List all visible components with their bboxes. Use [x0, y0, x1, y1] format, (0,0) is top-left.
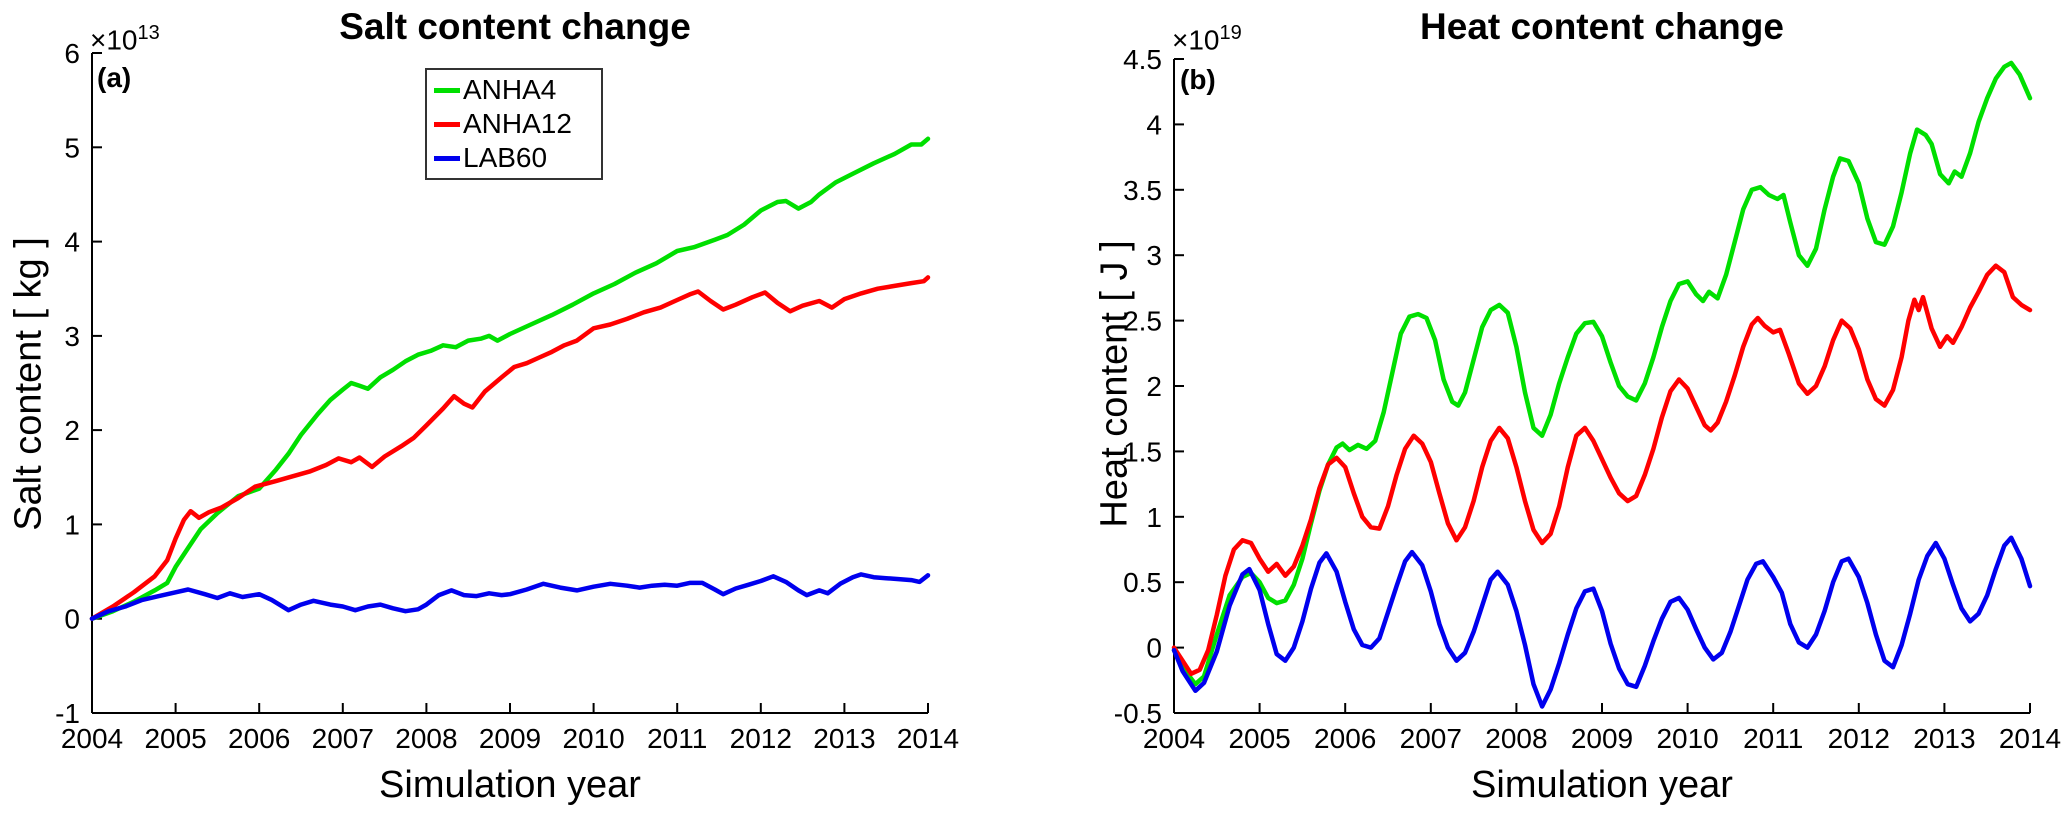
- salt-y-axis-exponent: ×1013: [90, 22, 160, 56]
- x-tick-label: 2007: [1400, 723, 1462, 754]
- y-tick-label: 3: [64, 321, 80, 352]
- y-tick-label: 2: [1146, 371, 1162, 402]
- x-tick-label: 2014: [897, 723, 959, 754]
- panel-label-b: (b): [1180, 64, 1216, 95]
- legend-line-sample: [434, 121, 460, 127]
- y-tick-label: 4.5: [1123, 44, 1162, 75]
- y-tick-label: 0: [1146, 633, 1162, 664]
- legend-item-anha12: ANHA12: [434, 107, 601, 141]
- x-tick-label: 2006: [228, 723, 290, 754]
- series-line-anha4: [89, 136, 931, 621]
- legend-label: LAB60: [463, 142, 548, 173]
- x-tick-label: 2008: [1485, 723, 1547, 754]
- series-line-anha4: [1171, 60, 2033, 687]
- y-tick-label: 1: [64, 509, 80, 540]
- heat-exponent-power: 19: [1219, 22, 1242, 44]
- y-tick-label: 2.5: [1123, 306, 1162, 337]
- heat-y-axis-label: Heat content [ J ]: [1093, 240, 1136, 528]
- y-tick-label: 0.5: [1123, 567, 1162, 598]
- heat-x-axis-label: Simulation year: [1471, 764, 1733, 806]
- legend-line-sample: [434, 155, 460, 161]
- x-tick-label: 2005: [144, 723, 206, 754]
- y-tick-label: 1: [1146, 502, 1162, 533]
- y-tick-label: -1: [55, 698, 80, 729]
- y-tick-label: 5: [64, 132, 80, 163]
- x-tick-label: 2006: [1314, 723, 1376, 754]
- x-tick-label: 2013: [1913, 723, 1975, 754]
- y-tick-label: 4: [64, 227, 80, 258]
- x-tick-label: 2004: [1143, 723, 1205, 754]
- y-tick-label: 0: [64, 604, 80, 635]
- legend-line-sample: [434, 87, 460, 93]
- legend: ANHA4 ANHA12 LAB60: [425, 68, 603, 180]
- heat-chart-title: Heat content change: [1420, 6, 1784, 47]
- series-line-anha12: [89, 275, 931, 621]
- x-tick-label: 2005: [1228, 723, 1290, 754]
- x-tick-label: 2013: [813, 723, 875, 754]
- x-tick-label: 2010: [1656, 723, 1718, 754]
- y-tick-label: 6: [64, 38, 80, 69]
- x-tick-label: 2012: [730, 723, 792, 754]
- heat-exponent-base: ×10: [1172, 24, 1220, 56]
- series-line-anha12: [1171, 263, 2033, 677]
- salt-exponent-base: ×10: [90, 24, 138, 56]
- x-tick-label: 2009: [479, 723, 541, 754]
- x-tick-label: 2004: [61, 723, 123, 754]
- salt-x-axis-label: Simulation year: [379, 764, 641, 806]
- y-tick-label: 1.5: [1123, 436, 1162, 467]
- x-tick-label: 2011: [1743, 723, 1803, 754]
- y-tick-label: 2: [64, 415, 80, 446]
- series-line-lab60: [1171, 535, 2033, 709]
- x-tick-label: 2011: [647, 723, 707, 754]
- x-tick-label: 2007: [312, 723, 374, 754]
- y-tick-label: 3.5: [1123, 175, 1162, 206]
- heat-y-axis-exponent: ×1019: [1172, 22, 1242, 56]
- x-tick-label: 2009: [1571, 723, 1633, 754]
- y-tick-label: 4: [1146, 109, 1162, 140]
- legend-label: ANHA12: [463, 108, 572, 139]
- legend-item-lab60: LAB60: [434, 141, 601, 175]
- x-tick-label: 2008: [395, 723, 457, 754]
- salt-exponent-power: 13: [137, 22, 160, 44]
- series-line-lab60: [89, 572, 931, 621]
- x-tick-label: 2014: [1999, 723, 2061, 754]
- legend-item-anha4: ANHA4: [434, 73, 601, 107]
- x-tick-label: 2010: [562, 723, 624, 754]
- salt-y-axis-label: Salt content [ kg ]: [7, 237, 50, 531]
- legend-label: ANHA4: [463, 74, 557, 105]
- panel-label-a: (a): [97, 62, 132, 93]
- y-tick-label: 3: [1146, 240, 1162, 271]
- salt-chart-title: Salt content change: [339, 6, 691, 47]
- y-tick-label: -0.5: [1114, 698, 1162, 729]
- x-tick-label: 2012: [1828, 723, 1890, 754]
